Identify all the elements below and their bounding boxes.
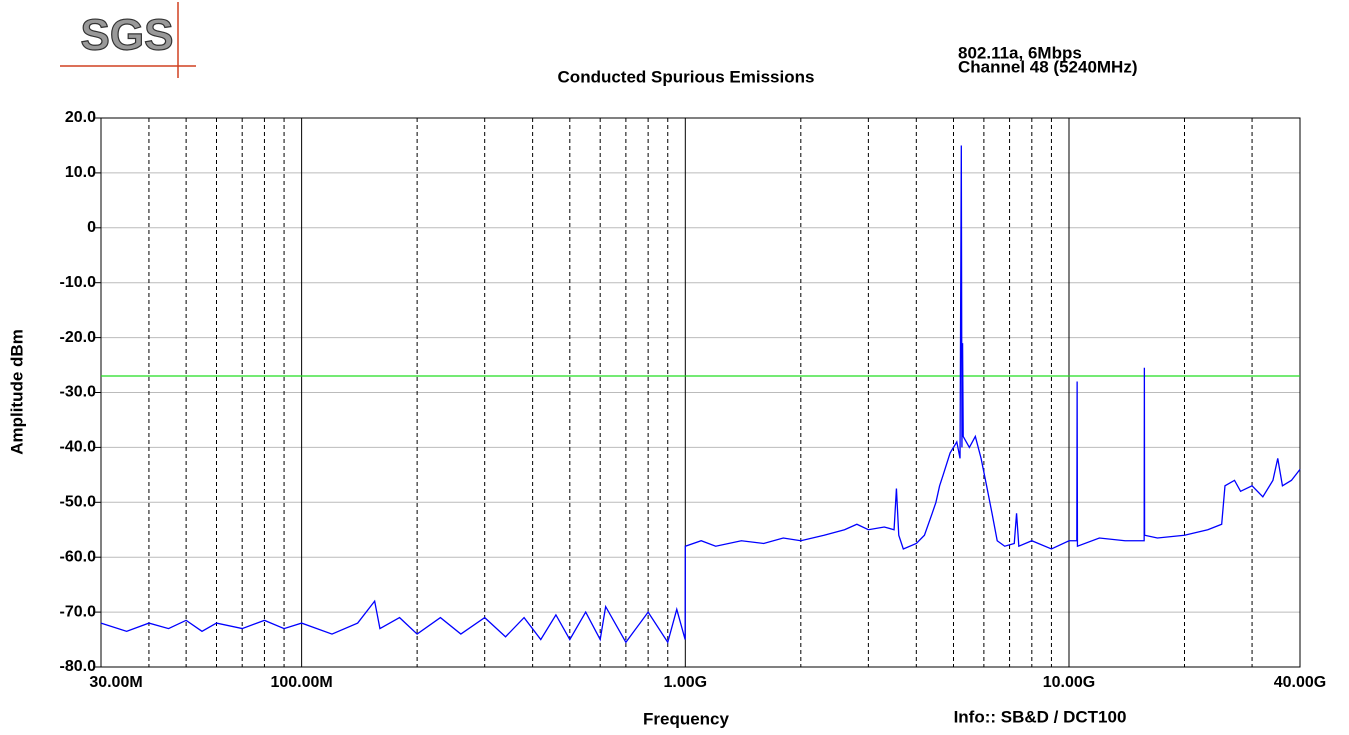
y-tick-label: -70.0 (60, 603, 97, 620)
subtitle: Channel 48 (5240MHz) (958, 57, 1138, 76)
subtitle: 802.11a, 6Mbps (958, 43, 1082, 62)
y-tick-label: -80.0 (60, 658, 97, 675)
y-tick-label: -20.0 (60, 329, 97, 346)
x-axis-label: Frequency (643, 709, 730, 728)
x-tick-label: 10.00G (1043, 674, 1095, 691)
logo: SGS (60, 2, 196, 78)
logo-text: SGS (81, 11, 174, 60)
y-tick-label: -10.0 (60, 274, 97, 291)
y-tick-label: -60.0 (60, 548, 97, 565)
y-tick-label: 0 (87, 219, 96, 236)
y-tick-label: 20.0 (65, 109, 96, 126)
y-axis-label: Amplitude dBm (7, 329, 26, 455)
y-tick-label: -30.0 (60, 384, 97, 401)
x-tick-label: 100.00M (270, 674, 332, 691)
y-tick-label: -40.0 (60, 439, 97, 456)
plot-frame (100, 117, 1301, 668)
annotation: Info:: SB&D / DCT100 (954, 707, 1127, 726)
y-tick-label: 10.0 (65, 164, 96, 181)
y-tick-label: -50.0 (60, 494, 97, 511)
x-tick-label: 40.00G (1274, 674, 1326, 691)
x-tick-label: 1.00G (664, 674, 708, 691)
trace (100, 145, 1301, 644)
x-tick-label: 30.00M (89, 674, 142, 691)
chart-title: Conducted Spurious Emissions (558, 67, 815, 86)
